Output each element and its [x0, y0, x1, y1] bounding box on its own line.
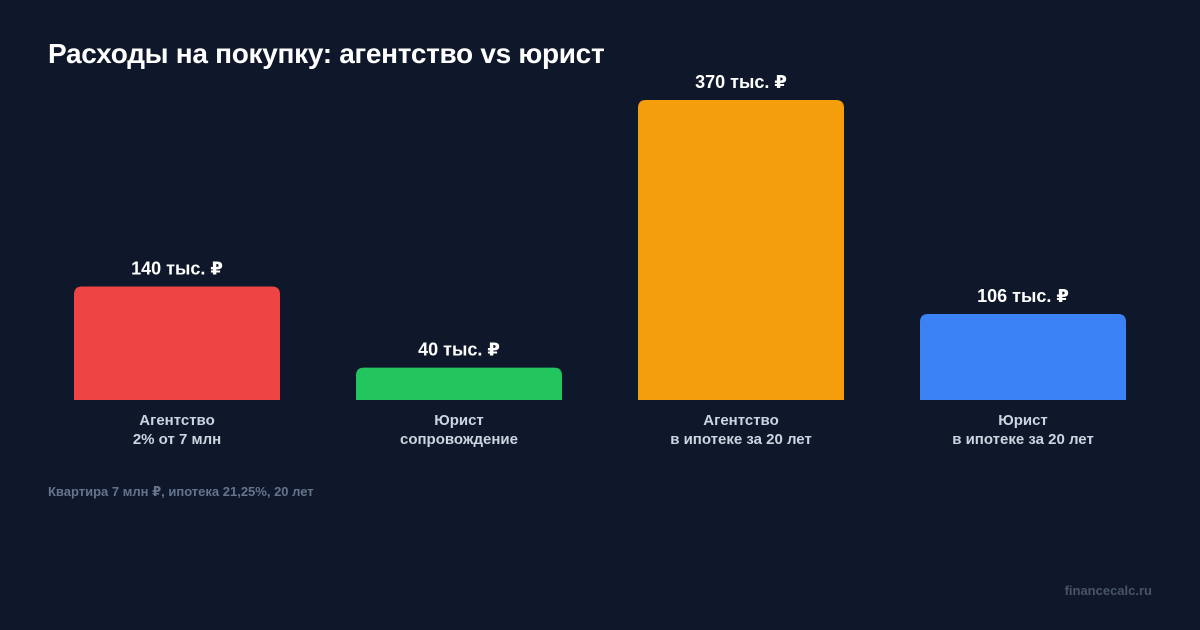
category-label: Юрист: [998, 412, 1048, 429]
category-label: Юрист: [434, 412, 484, 429]
bar: [920, 314, 1126, 400]
chart-footnote: Квартира 7 млн ₽, ипотека 21,25%, 20 лет: [48, 484, 314, 499]
category-label: в ипотеке за 20 лет: [952, 431, 1094, 448]
bar-value-label: 40 тыс. ₽: [418, 340, 500, 360]
category-label: Агентство: [703, 412, 779, 429]
bar-value-label: 106 тыс. ₽: [977, 286, 1069, 306]
bar: [638, 100, 844, 400]
chart-title: Расходы на покупку: агентство vs юрист: [48, 38, 605, 69]
category-label: сопровождение: [400, 431, 518, 448]
bar: [74, 286, 280, 400]
category-label: 2% от 7 млн: [133, 431, 221, 448]
bar-value-label: 140 тыс. ₽: [131, 258, 223, 278]
category-label: в ипотеке за 20 лет: [670, 431, 812, 448]
bar: [356, 367, 562, 400]
category-label: Агентство: [139, 412, 215, 429]
source-watermark: financecalc.ru: [1064, 583, 1152, 598]
bar-value-label: 370 тыс. ₽: [695, 72, 787, 92]
